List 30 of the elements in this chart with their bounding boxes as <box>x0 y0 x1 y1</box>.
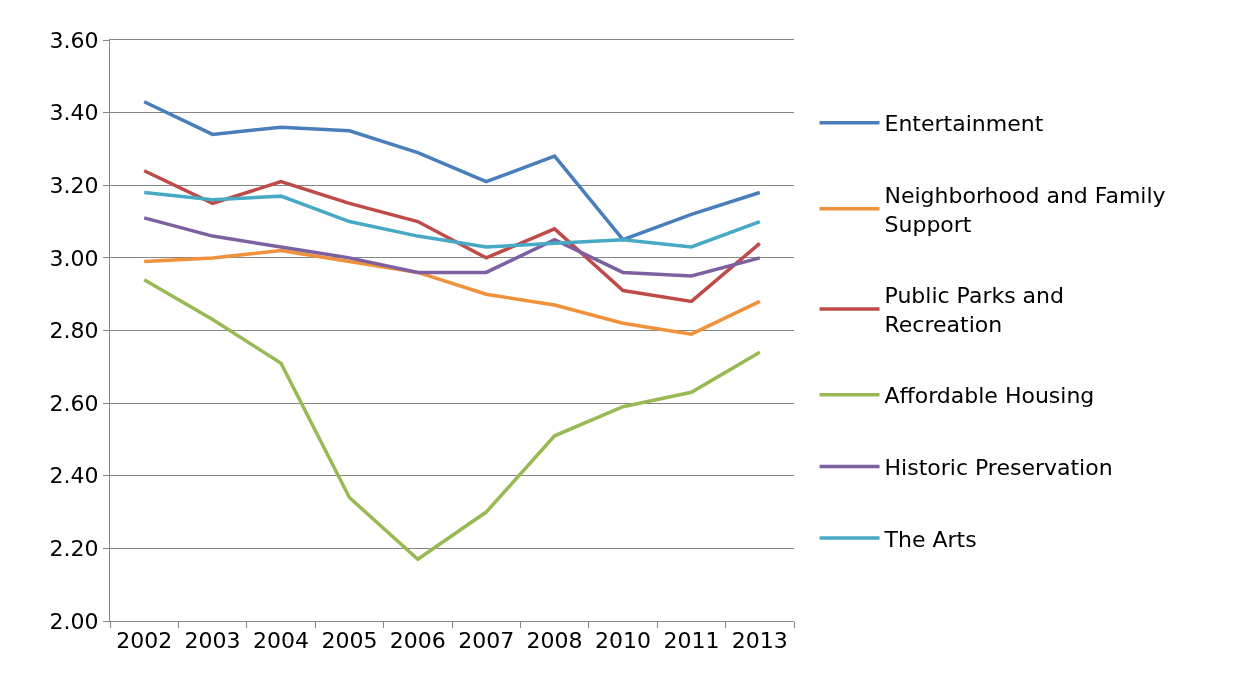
y-tick-label: 2.20 <box>49 536 99 562</box>
legend-label: Neighborhood and Family Support <box>884 182 1166 237</box>
line-series <box>142 190 762 249</box>
legend-label: Affordable Housing <box>884 383 1095 409</box>
y-tick-label: 2.80 <box>49 318 99 344</box>
x-tick-label: 2004 <box>253 628 309 654</box>
y-tick-label: 2.40 <box>49 463 99 489</box>
y-tick-label: 3.60 <box>49 27 99 53</box>
line-series <box>142 99 762 242</box>
legend-label: Entertainment <box>884 111 1044 137</box>
y-tick-label: 2.00 <box>49 608 99 634</box>
x-tick-label: 2011 <box>663 628 720 654</box>
y-tick-label: 3.00 <box>49 245 99 271</box>
y-tick-label: 3.20 <box>49 172 99 198</box>
x-tick-label: 2010 <box>595 628 651 654</box>
line-series <box>142 277 762 562</box>
x-tick-label: 2007 <box>458 628 515 654</box>
y-tick-label: 2.60 <box>49 390 99 416</box>
x-tick-label: 2013 <box>731 628 788 654</box>
legend-label: Historic Preservation <box>884 454 1113 480</box>
x-tick-label: 2002 <box>116 628 173 654</box>
legend-label: Public Parks and Recreation <box>884 283 1065 337</box>
x-tick-label: 2003 <box>184 628 241 654</box>
x-tick-label: 2008 <box>526 628 583 654</box>
line-series <box>142 216 762 278</box>
legend-label: The Arts <box>883 526 977 552</box>
x-tick-label: 2005 <box>321 628 378 654</box>
line-series <box>142 248 762 336</box>
y-tick-label: 3.40 <box>49 100 99 126</box>
x-tick-label: 2006 <box>389 628 446 654</box>
